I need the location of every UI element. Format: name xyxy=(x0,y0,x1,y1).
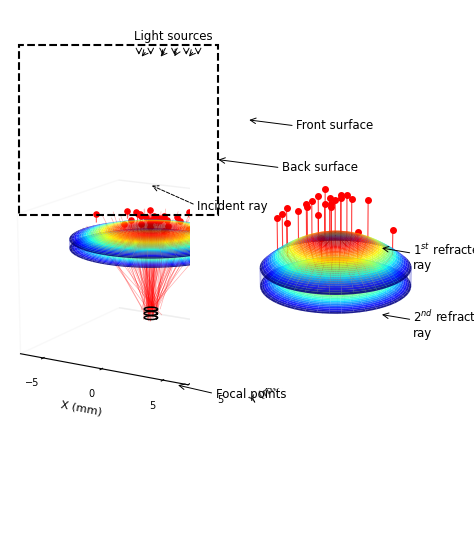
Text: Light sources: Light sources xyxy=(134,30,212,43)
Bar xyxy=(19,45,218,215)
Text: Incident ray: Incident ray xyxy=(197,200,267,214)
Text: Front surface: Front surface xyxy=(296,119,374,132)
Text: Back surface: Back surface xyxy=(282,161,358,174)
Text: 1$^{st}$ refracted
ray: 1$^{st}$ refracted ray xyxy=(413,242,474,272)
Y-axis label: Y (mm): Y (mm) xyxy=(248,377,288,406)
X-axis label: X (mm): X (mm) xyxy=(60,400,102,417)
Text: Focal points: Focal points xyxy=(216,387,286,401)
Text: 2$^{nd}$ refracted
ray: 2$^{nd}$ refracted ray xyxy=(413,309,474,340)
